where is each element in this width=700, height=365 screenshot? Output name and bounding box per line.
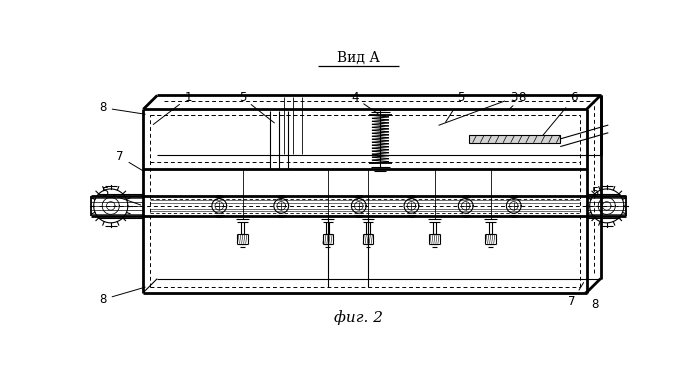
Text: 5: 5 [101, 186, 141, 205]
Text: 8: 8 [510, 91, 525, 109]
Text: 7: 7 [568, 283, 584, 308]
Text: 8: 8 [585, 292, 598, 311]
Text: 7: 7 [116, 150, 144, 171]
Text: 4: 4 [351, 91, 378, 114]
Text: 6: 6 [542, 91, 578, 136]
Text: 3: 3 [439, 91, 517, 125]
Text: фиг. 2: фиг. 2 [335, 310, 384, 324]
Text: 8: 8 [99, 101, 145, 114]
Bar [469, 135, 560, 143]
Text: 5: 5 [445, 91, 465, 122]
Text: 8: 8 [99, 287, 146, 306]
Text: 5: 5 [239, 91, 274, 123]
Text: 5: 5 [587, 186, 598, 206]
Text: 1: 1 [153, 91, 192, 124]
Text: Вид А: Вид А [337, 51, 380, 65]
